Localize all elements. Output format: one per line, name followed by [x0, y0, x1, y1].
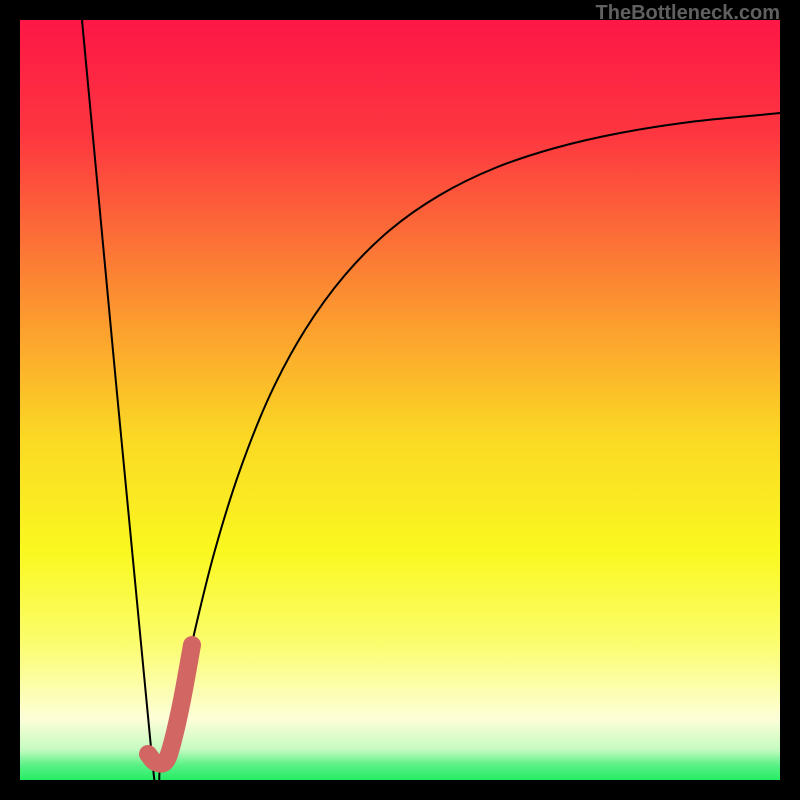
chart-area [20, 20, 780, 780]
watermark-text: TheBottleneck.com [596, 2, 780, 25]
chart-svg [20, 20, 780, 780]
chart-background [20, 20, 780, 780]
